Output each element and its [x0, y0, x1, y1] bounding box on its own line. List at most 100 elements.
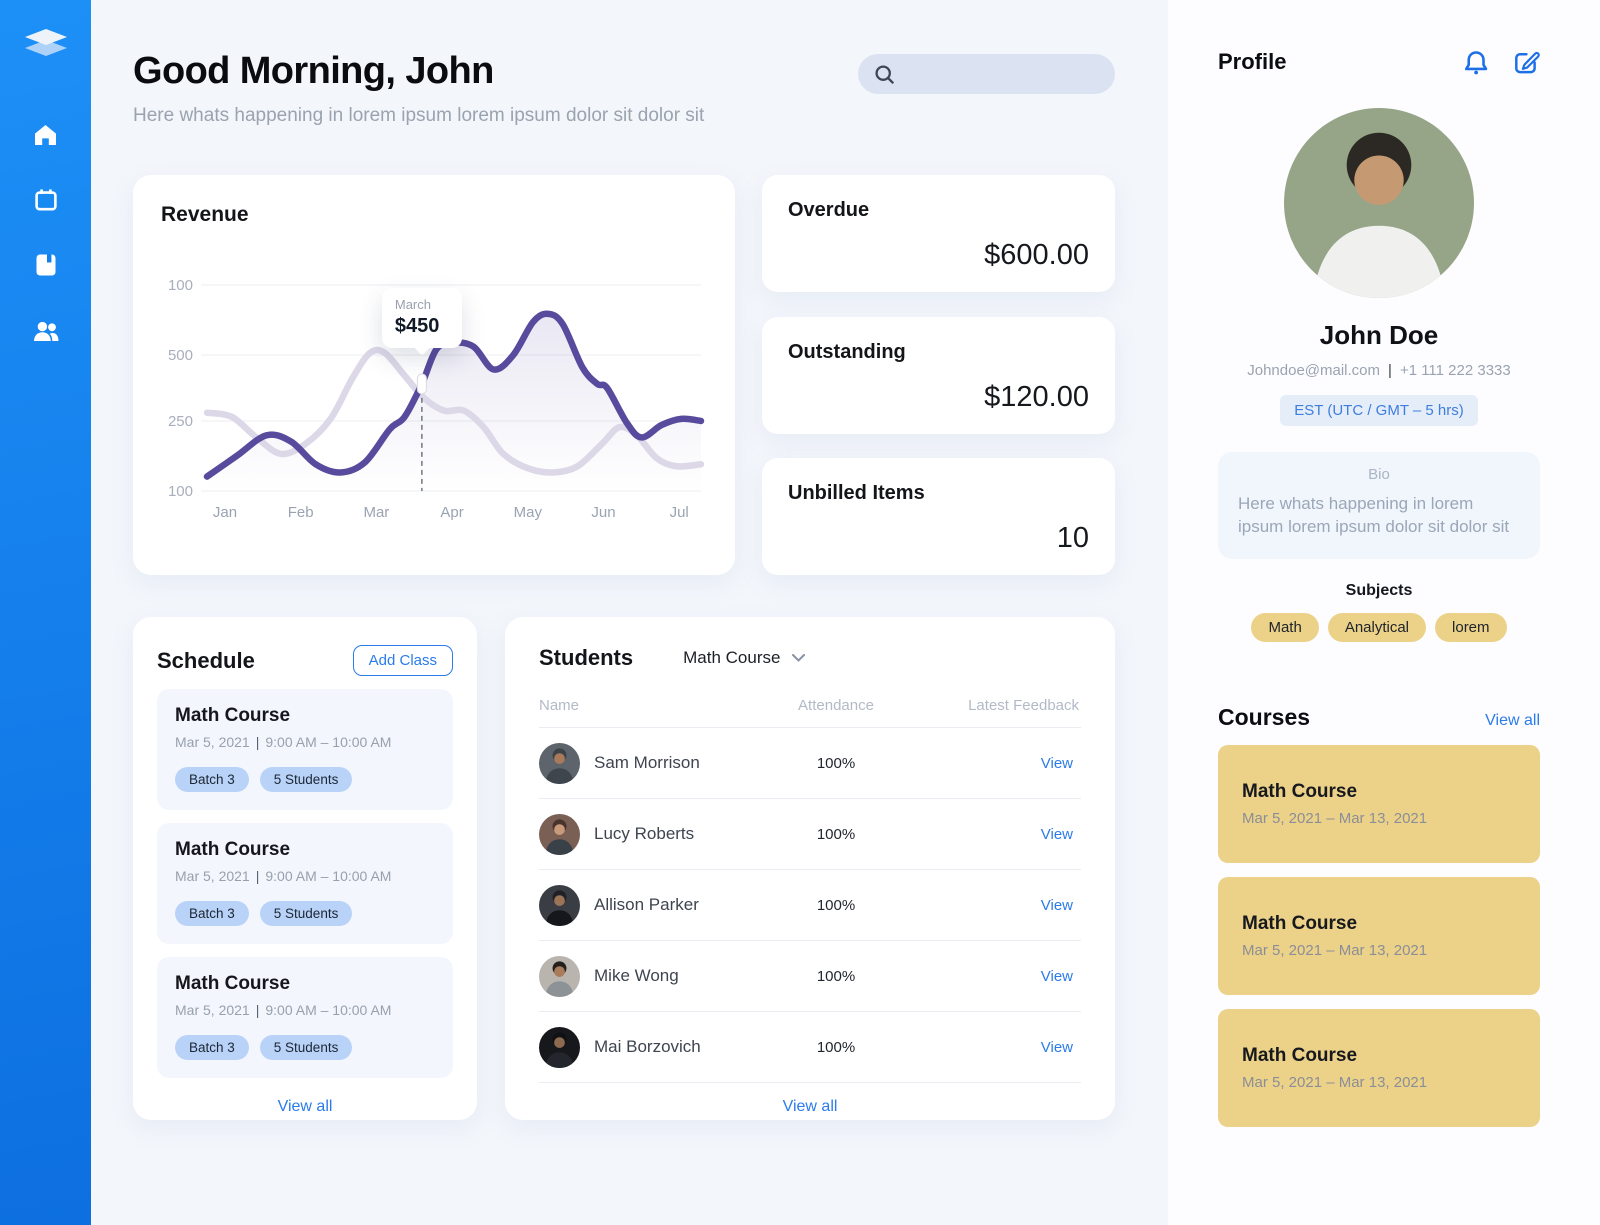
sidebar-item-courses[interactable]	[22, 241, 70, 289]
chart-tooltip: March $450	[381, 287, 462, 348]
course-card[interactable]: Math Course Mar 5, 2021 – Mar 13, 2021	[1218, 876, 1540, 995]
svg-text:Apr: Apr	[440, 504, 463, 521]
timezone-badge: EST (UTC / GMT – 5 hrs)	[1280, 395, 1478, 426]
student-name: Mai Borzovich	[594, 1037, 701, 1056]
calendar-icon	[34, 189, 57, 211]
view-feedback-link[interactable]: View	[1040, 1038, 1073, 1056]
profile-phone: +1 111 222 3333	[1399, 362, 1511, 379]
schedule-item[interactable]: Math Course Mar 5, 2021 | 9:00 AM – 10:00 …	[157, 957, 453, 1078]
sidebar	[0, 0, 91, 1225]
stat-card-outstanding: Outstanding $120.00	[762, 316, 1115, 434]
stat-label: Unbilled Items	[788, 482, 925, 504]
sidebar-item-calendar[interactable]	[22, 176, 70, 224]
profile-contact: Johndoe@mail.com | +1 111 222 3333	[1247, 362, 1511, 379]
subject-tag: Analytical	[1327, 612, 1427, 642]
view-feedback-link[interactable]: View	[1040, 896, 1073, 914]
notifications-button[interactable]	[1462, 48, 1490, 76]
avatar	[539, 955, 580, 997]
bio-text: Here whats happening in lorem ipsum lore…	[1238, 494, 1510, 537]
svg-text:Jan: Jan	[213, 504, 237, 521]
table-row: Lucy Roberts 100% View	[539, 799, 1081, 870]
subject-tag: lorem	[1435, 612, 1507, 642]
tooltip-label: March	[394, 296, 431, 312]
table-row: Sam Morrison 100% View	[539, 728, 1081, 799]
profile-title: Profile	[1218, 49, 1287, 74]
stat-value: 10	[1056, 522, 1089, 554]
table-row: Mike Wong 100% View	[539, 941, 1081, 1012]
stat-label: Outstanding	[788, 340, 906, 363]
app-logo-icon	[23, 28, 69, 67]
view-feedback-link[interactable]: View	[1040, 825, 1073, 843]
student-name: Allison Parker	[594, 895, 699, 914]
table-row: Mai Borzovich 100% View	[539, 1012, 1081, 1083]
subjects-label: Subjects	[1345, 581, 1413, 599]
course-card[interactable]: Math Course Mar 5, 2021 – Mar 13, 2021	[1218, 1008, 1540, 1127]
search-icon	[875, 64, 894, 84]
avatar	[539, 884, 580, 926]
schedule-item-datetime: Mar 5, 2021 | 9:00 AM – 10:00 AM	[175, 734, 392, 750]
svg-text:Mar: Mar	[363, 504, 389, 521]
attendance-value: 100%	[816, 967, 856, 985]
students-card: Students Math Course Name Attendance Lat…	[505, 617, 1115, 1120]
course-dates: Mar 5, 2021 – Mar 13, 2021	[1242, 809, 1428, 827]
course-card[interactable]: Math Course Mar 5, 2021 – Mar 13, 2021	[1218, 744, 1540, 863]
people-icon	[33, 321, 58, 341]
profile-name: John Doe	[1319, 320, 1439, 350]
svg-text:100: 100	[168, 483, 193, 500]
revenue-title: Revenue	[161, 203, 249, 226]
page-title: Good Morning, John	[133, 50, 494, 92]
avatar	[539, 742, 580, 784]
view-feedback-link[interactable]: View	[1040, 754, 1073, 772]
svg-text:Jul: Jul	[670, 504, 689, 521]
attendance-value: 100%	[816, 825, 856, 843]
subject-tag: Math	[1251, 612, 1319, 642]
attendance-value: 100%	[816, 896, 856, 914]
students-tag: 5 Students	[259, 901, 353, 926]
students-view-all-link[interactable]: View all	[782, 1098, 838, 1115]
edit-profile-button[interactable]	[1512, 48, 1540, 76]
schedule-item[interactable]: Math Course Mar 5, 2021 | 9:00 AM – 10:00 …	[157, 689, 453, 810]
stat-value: $120.00	[984, 380, 1089, 413]
page-subtitle: Here whats happening in lorem ipsum lore…	[133, 105, 705, 126]
add-class-button[interactable]: Add Class	[352, 645, 453, 676]
schedule-view-all-link[interactable]: View all	[277, 1098, 333, 1115]
view-feedback-link[interactable]: View	[1040, 967, 1073, 985]
sidebar-item-students[interactable]	[22, 306, 70, 354]
student-name: Lucy Roberts	[594, 824, 695, 843]
course-title: Math Course	[1242, 912, 1358, 934]
batch-tag: Batch 3	[175, 901, 249, 926]
revenue-chart[interactable]: 100 500 250 100 Jan Feb Mar Apr May Jun Jul March …	[161, 271, 707, 523]
students-tag: 5 Students	[259, 767, 353, 792]
schedule-item[interactable]: Math Course Mar 5, 2021 | 9:00 AM – 10:00 …	[157, 823, 453, 944]
profile-avatar	[1284, 108, 1474, 298]
main-content: Good Morning, John Here whats happening …	[91, 0, 1168, 1225]
svg-text:250: 250	[168, 413, 193, 430]
schedule-item-title: Math Course	[175, 839, 291, 860]
sidebar-item-home[interactable]	[22, 111, 70, 159]
course-dates: Mar 5, 2021 – Mar 13, 2021	[1242, 941, 1428, 959]
avatar	[539, 1026, 580, 1068]
svg-text:Jun: Jun	[591, 504, 615, 521]
schedule-item-datetime: Mar 5, 2021 | 9:00 AM – 10:00 AM	[175, 868, 392, 884]
bio-box: Bio Here whats happening in lorem ipsum …	[1218, 452, 1540, 559]
courses-view-all-link[interactable]: View all	[1485, 711, 1540, 729]
edit-icon	[1515, 51, 1540, 74]
svg-text:May: May	[514, 504, 543, 521]
course-filter-dropdown[interactable]: Math Course	[683, 648, 806, 668]
course-title: Math Course	[1242, 1044, 1358, 1066]
schedule-card: Schedule Add Class Math Course Mar 5, 20…	[133, 617, 477, 1120]
revenue-line-chart: 100 500 250 100 Jan Feb Mar Apr May Jun Jul	[168, 277, 705, 521]
course-title: Math Course	[1242, 780, 1358, 802]
student-name: Mike Wong	[594, 966, 679, 985]
schedule-title: Schedule	[157, 647, 255, 673]
search-input[interactable]	[858, 54, 1115, 94]
avatar	[539, 813, 580, 855]
batch-tag: Batch 3	[175, 1035, 249, 1060]
svg-text:Feb: Feb	[288, 504, 314, 521]
schedule-item-title: Math Course	[175, 973, 291, 994]
bio-label: Bio	[1368, 466, 1390, 483]
batch-tag: Batch 3	[175, 767, 249, 792]
student-name: Sam Morrison	[594, 753, 700, 772]
profile-panel: Profile John Doe	[1168, 0, 1600, 1225]
